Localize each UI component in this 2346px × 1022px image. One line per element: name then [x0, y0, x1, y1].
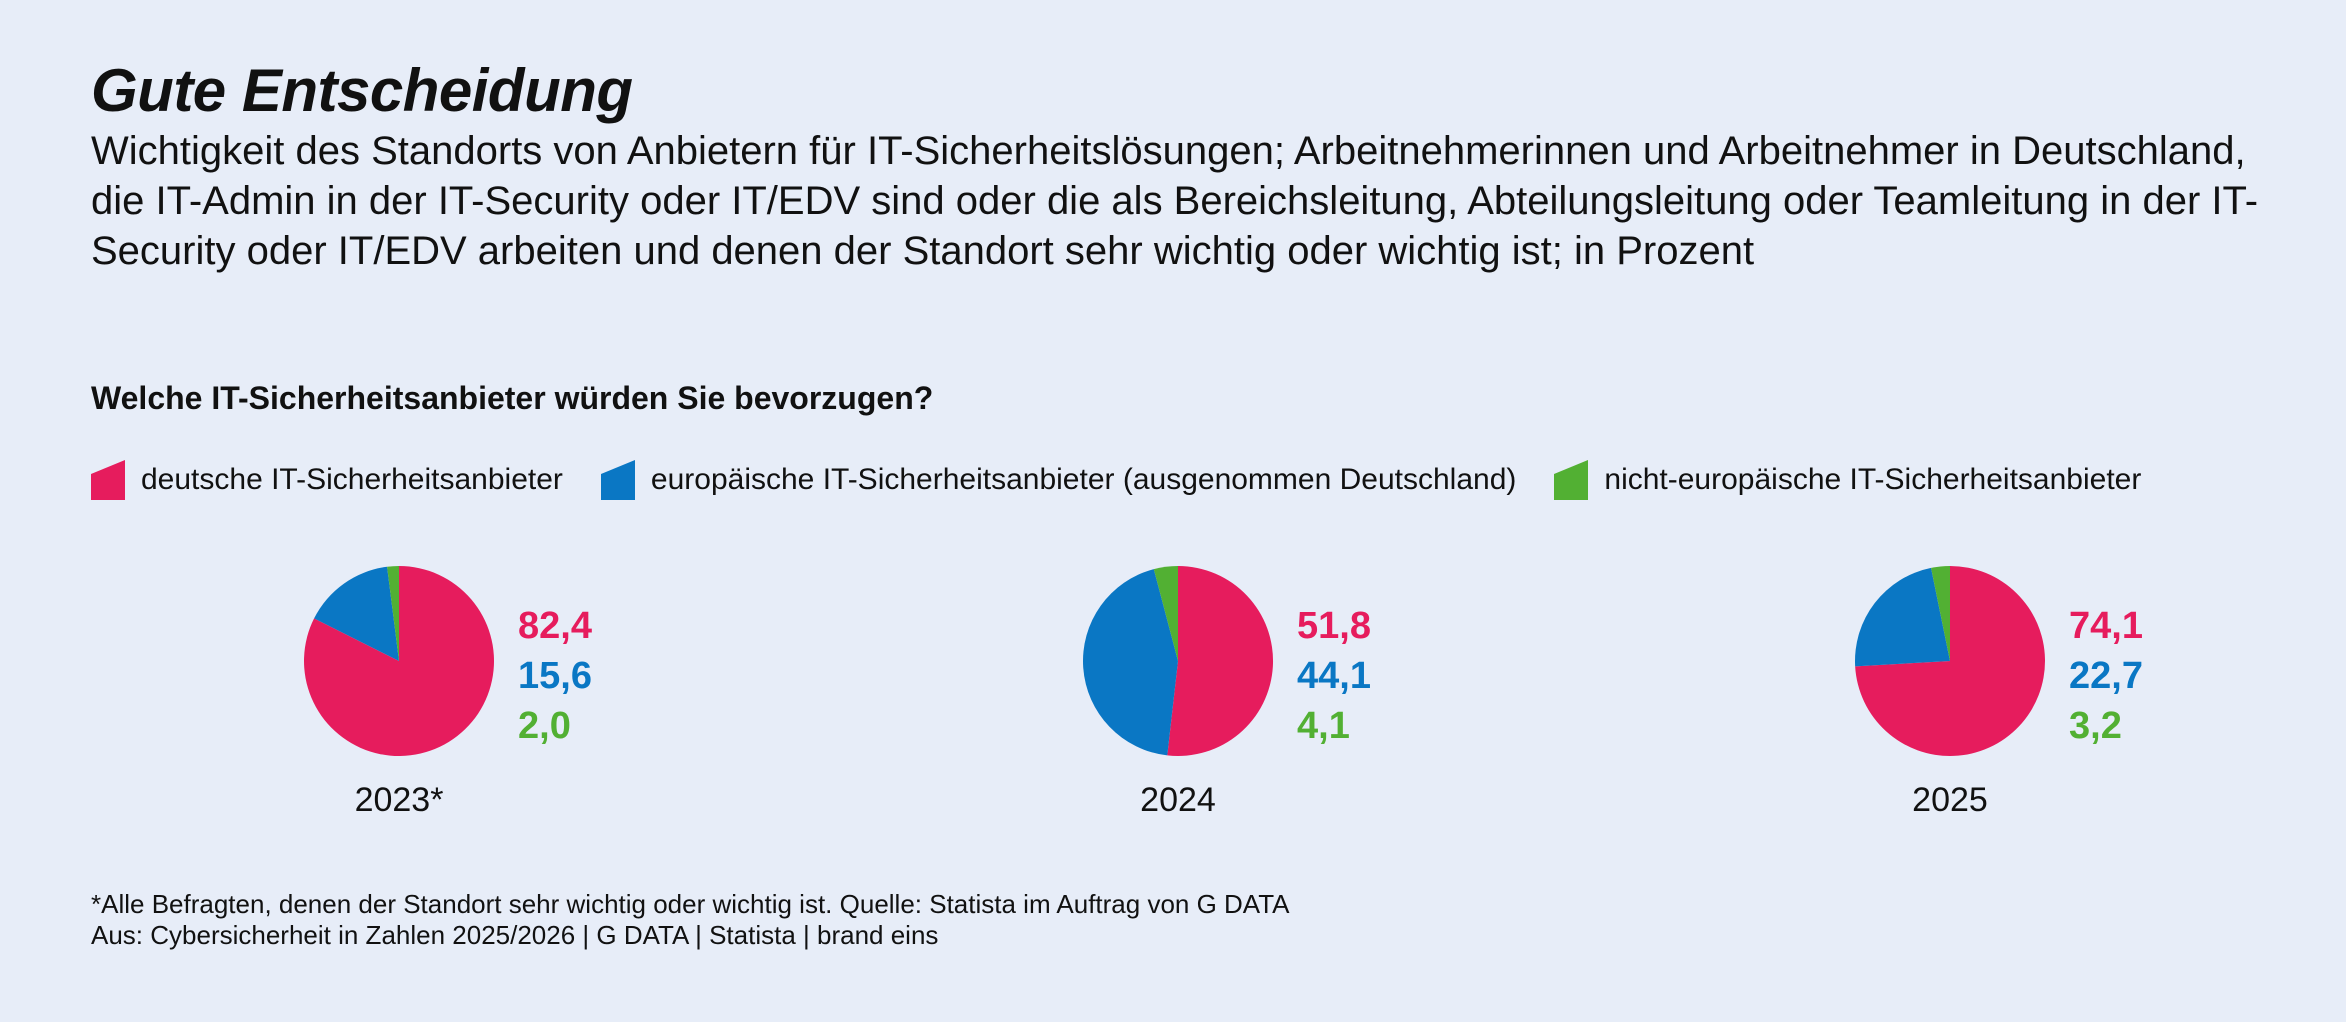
pie-slice-european	[1854, 567, 1950, 667]
legend-item-non-european: nicht-europäische IT-Sicherheitsanbieter	[1554, 460, 2141, 500]
legend-swatch-german-icon	[91, 460, 125, 500]
legend-label-non-european: nicht-europäische IT-Sicherheitsanbieter	[1604, 463, 2142, 496]
value-label-non-european: 4,1	[1297, 705, 1350, 747]
value-label-european: 15,6	[518, 655, 592, 697]
legend-item-european: europäische IT-Sicherheitsanbieter (ausg…	[600, 460, 1517, 500]
value-label-european: 22,7	[2069, 655, 2143, 697]
year-label: 2023*	[355, 781, 444, 819]
legend: deutsche IT-Sicherheitsanbieter europäis…	[91, 458, 2141, 502]
pie-slice-german	[1855, 566, 2045, 757]
pie-chart-1: 51,8 44,1 4,1 2024	[1082, 566, 1371, 819]
legend-item-german: deutsche IT-Sicherheitsanbieter	[91, 460, 563, 500]
chart-subtitle: Wichtigkeit des Standorts von Anbietern …	[91, 129, 2259, 273]
footer: *Alle Befragten, denen der Standort sehr…	[91, 889, 1290, 951]
footnote: *Alle Befragten, denen der Standort sehr…	[91, 889, 1290, 919]
value-label-european: 44,1	[1297, 655, 1371, 697]
pie-slice-european	[1082, 569, 1178, 756]
value-label-non-european: 2,0	[518, 705, 571, 747]
value-label-german: 82,4	[518, 605, 592, 647]
value-label-german: 51,8	[1297, 605, 1371, 647]
source-line: Aus: Cybersicherheit in Zahlen 2025/2026…	[91, 920, 939, 950]
value-label-german: 74,1	[2069, 605, 2143, 647]
pie-slice-german	[304, 566, 495, 756]
year-label: 2024	[1140, 781, 1216, 819]
survey-question: Welche IT-Sicherheitsanbieter würden Sie…	[91, 380, 934, 416]
legend-swatch-european-icon	[600, 460, 635, 500]
pie-slice-german	[1167, 566, 1274, 756]
chart-title: Gute Entscheidung	[91, 57, 633, 124]
pie-slice-european	[314, 566, 399, 661]
value-label-non-european: 3,2	[2069, 705, 2122, 747]
year-label: 2025	[1912, 781, 1988, 819]
pie-chart-0: 82,4 15,6 2,0 2023*	[304, 566, 592, 819]
pie-slice-non-european	[1931, 566, 1950, 661]
legend-label-european: europäische IT-Sicherheitsanbieter (ausg…	[650, 463, 1517, 496]
pie-slice-non-european	[387, 566, 399, 661]
pie-chart-2: 74,1 22,7 3,2 2025	[1854, 566, 2143, 819]
pie-slice-non-european	[1153, 566, 1178, 661]
legend-swatch-non-european-icon	[1554, 460, 1589, 500]
legend-label-german: deutsche IT-Sicherheitsanbieter	[141, 463, 563, 496]
